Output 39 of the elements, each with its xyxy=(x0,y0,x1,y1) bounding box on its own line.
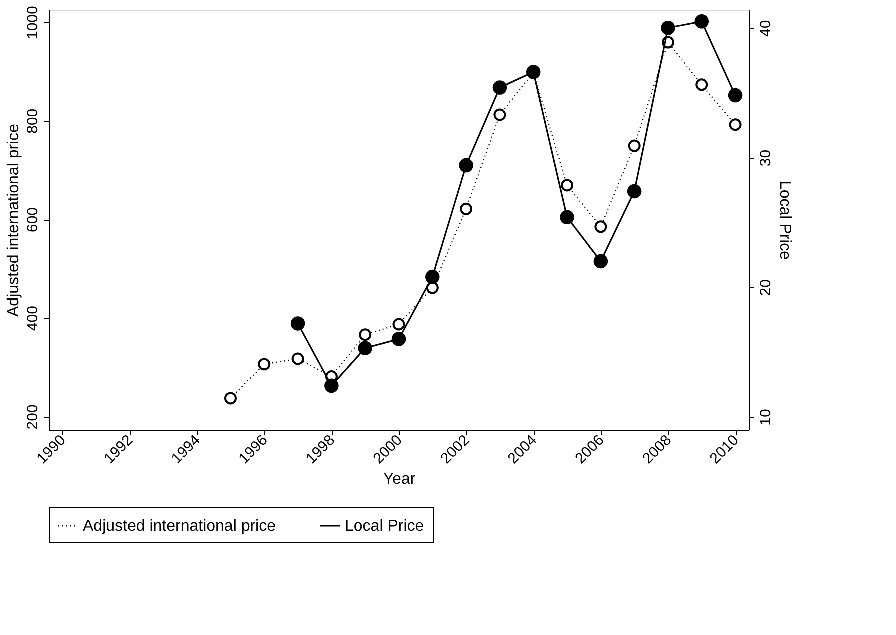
legend-label: Local Price xyxy=(345,518,424,535)
point xyxy=(694,14,710,29)
point xyxy=(460,202,473,216)
y-tick-label: 800 xyxy=(24,108,42,134)
point xyxy=(292,352,304,366)
point xyxy=(459,158,474,173)
y-tick-label: 1000 xyxy=(24,6,42,40)
point xyxy=(290,316,306,331)
point xyxy=(426,270,440,284)
y-tick-label: 400 xyxy=(24,306,42,332)
y-tick-label: 600 xyxy=(24,207,42,233)
point xyxy=(628,140,641,152)
point xyxy=(594,254,608,269)
point xyxy=(324,378,339,394)
point xyxy=(594,220,608,234)
point xyxy=(729,118,742,132)
y-axis-title: Adjusted international price xyxy=(6,124,22,318)
point xyxy=(494,108,506,122)
point xyxy=(359,328,372,342)
y2-tick-label: 30 xyxy=(758,150,774,167)
x-axis-title: Year xyxy=(383,470,416,488)
point xyxy=(392,318,406,331)
point xyxy=(627,184,642,199)
point xyxy=(560,210,574,225)
point xyxy=(392,332,406,346)
y2-axis-title: Local Price xyxy=(776,180,794,260)
point xyxy=(224,392,237,405)
point xyxy=(258,358,271,371)
y2-tick-label: 10 xyxy=(758,409,774,426)
point xyxy=(492,80,508,95)
point xyxy=(358,341,372,356)
point xyxy=(728,88,743,103)
y2-tick-label: 20 xyxy=(758,280,774,296)
point xyxy=(696,78,708,92)
legend-label: Adjusted international price xyxy=(83,518,276,535)
y-tick-label: 200 xyxy=(24,404,42,430)
point xyxy=(561,179,574,192)
point xyxy=(661,21,676,36)
y2-tick-label: 40 xyxy=(758,20,774,37)
